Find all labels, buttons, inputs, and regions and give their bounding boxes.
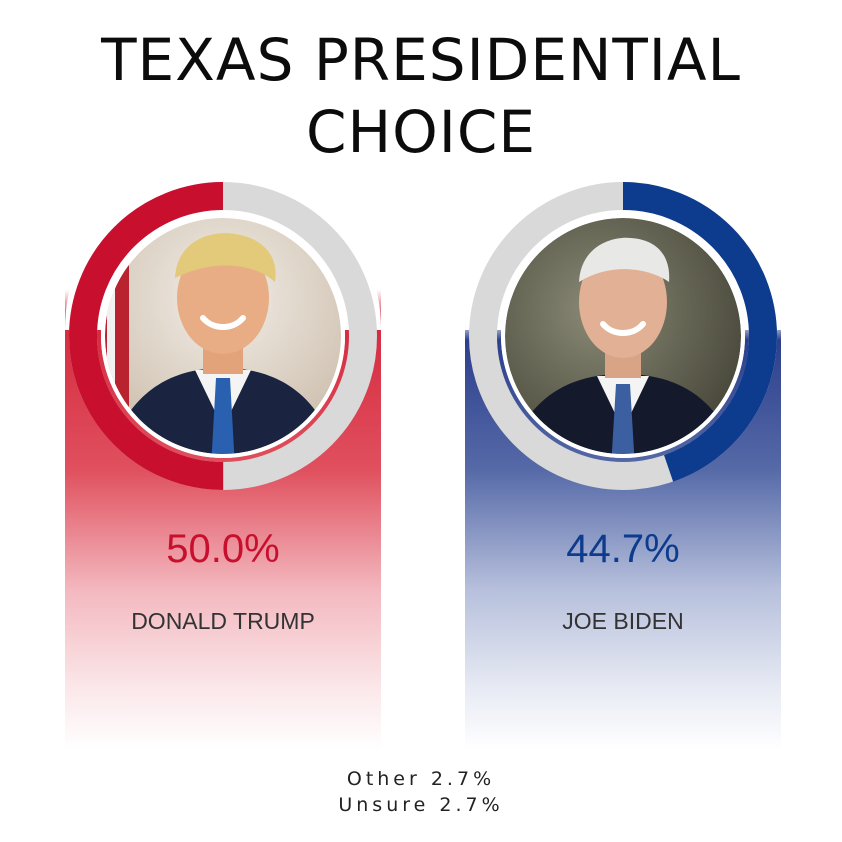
ring-value-trump [69,182,377,490]
donut-ring-trump [69,182,377,490]
other-label: Other 2.7% [346,768,496,790]
name-trump: DONALD TRUMP [131,608,315,634]
candidate-card-biden: 44.7% JOE BIDEN [465,170,781,750]
candidate-card-trump: 50.0% DONALD TRUMP [65,170,381,750]
portrait-biden [501,214,745,458]
other-unsure-note: Other 2.7% Unsure 2.7% [0,766,842,818]
chart-title-line-2: CHOICE [305,98,536,166]
donut-ring-biden [469,182,777,490]
ring-value-biden [469,182,777,490]
percent-trump: 50.0% [166,527,280,571]
chart-title-line-1: TEXAS PRESIDENTIAL [101,26,741,94]
name-biden: JOE BIDEN [562,608,684,634]
chart-title: TEXAS PRESIDENTIAL CHOICE [0,24,842,168]
unsure-label: Unsure 2.7% [338,794,504,816]
percent-biden: 44.7% [566,527,680,571]
